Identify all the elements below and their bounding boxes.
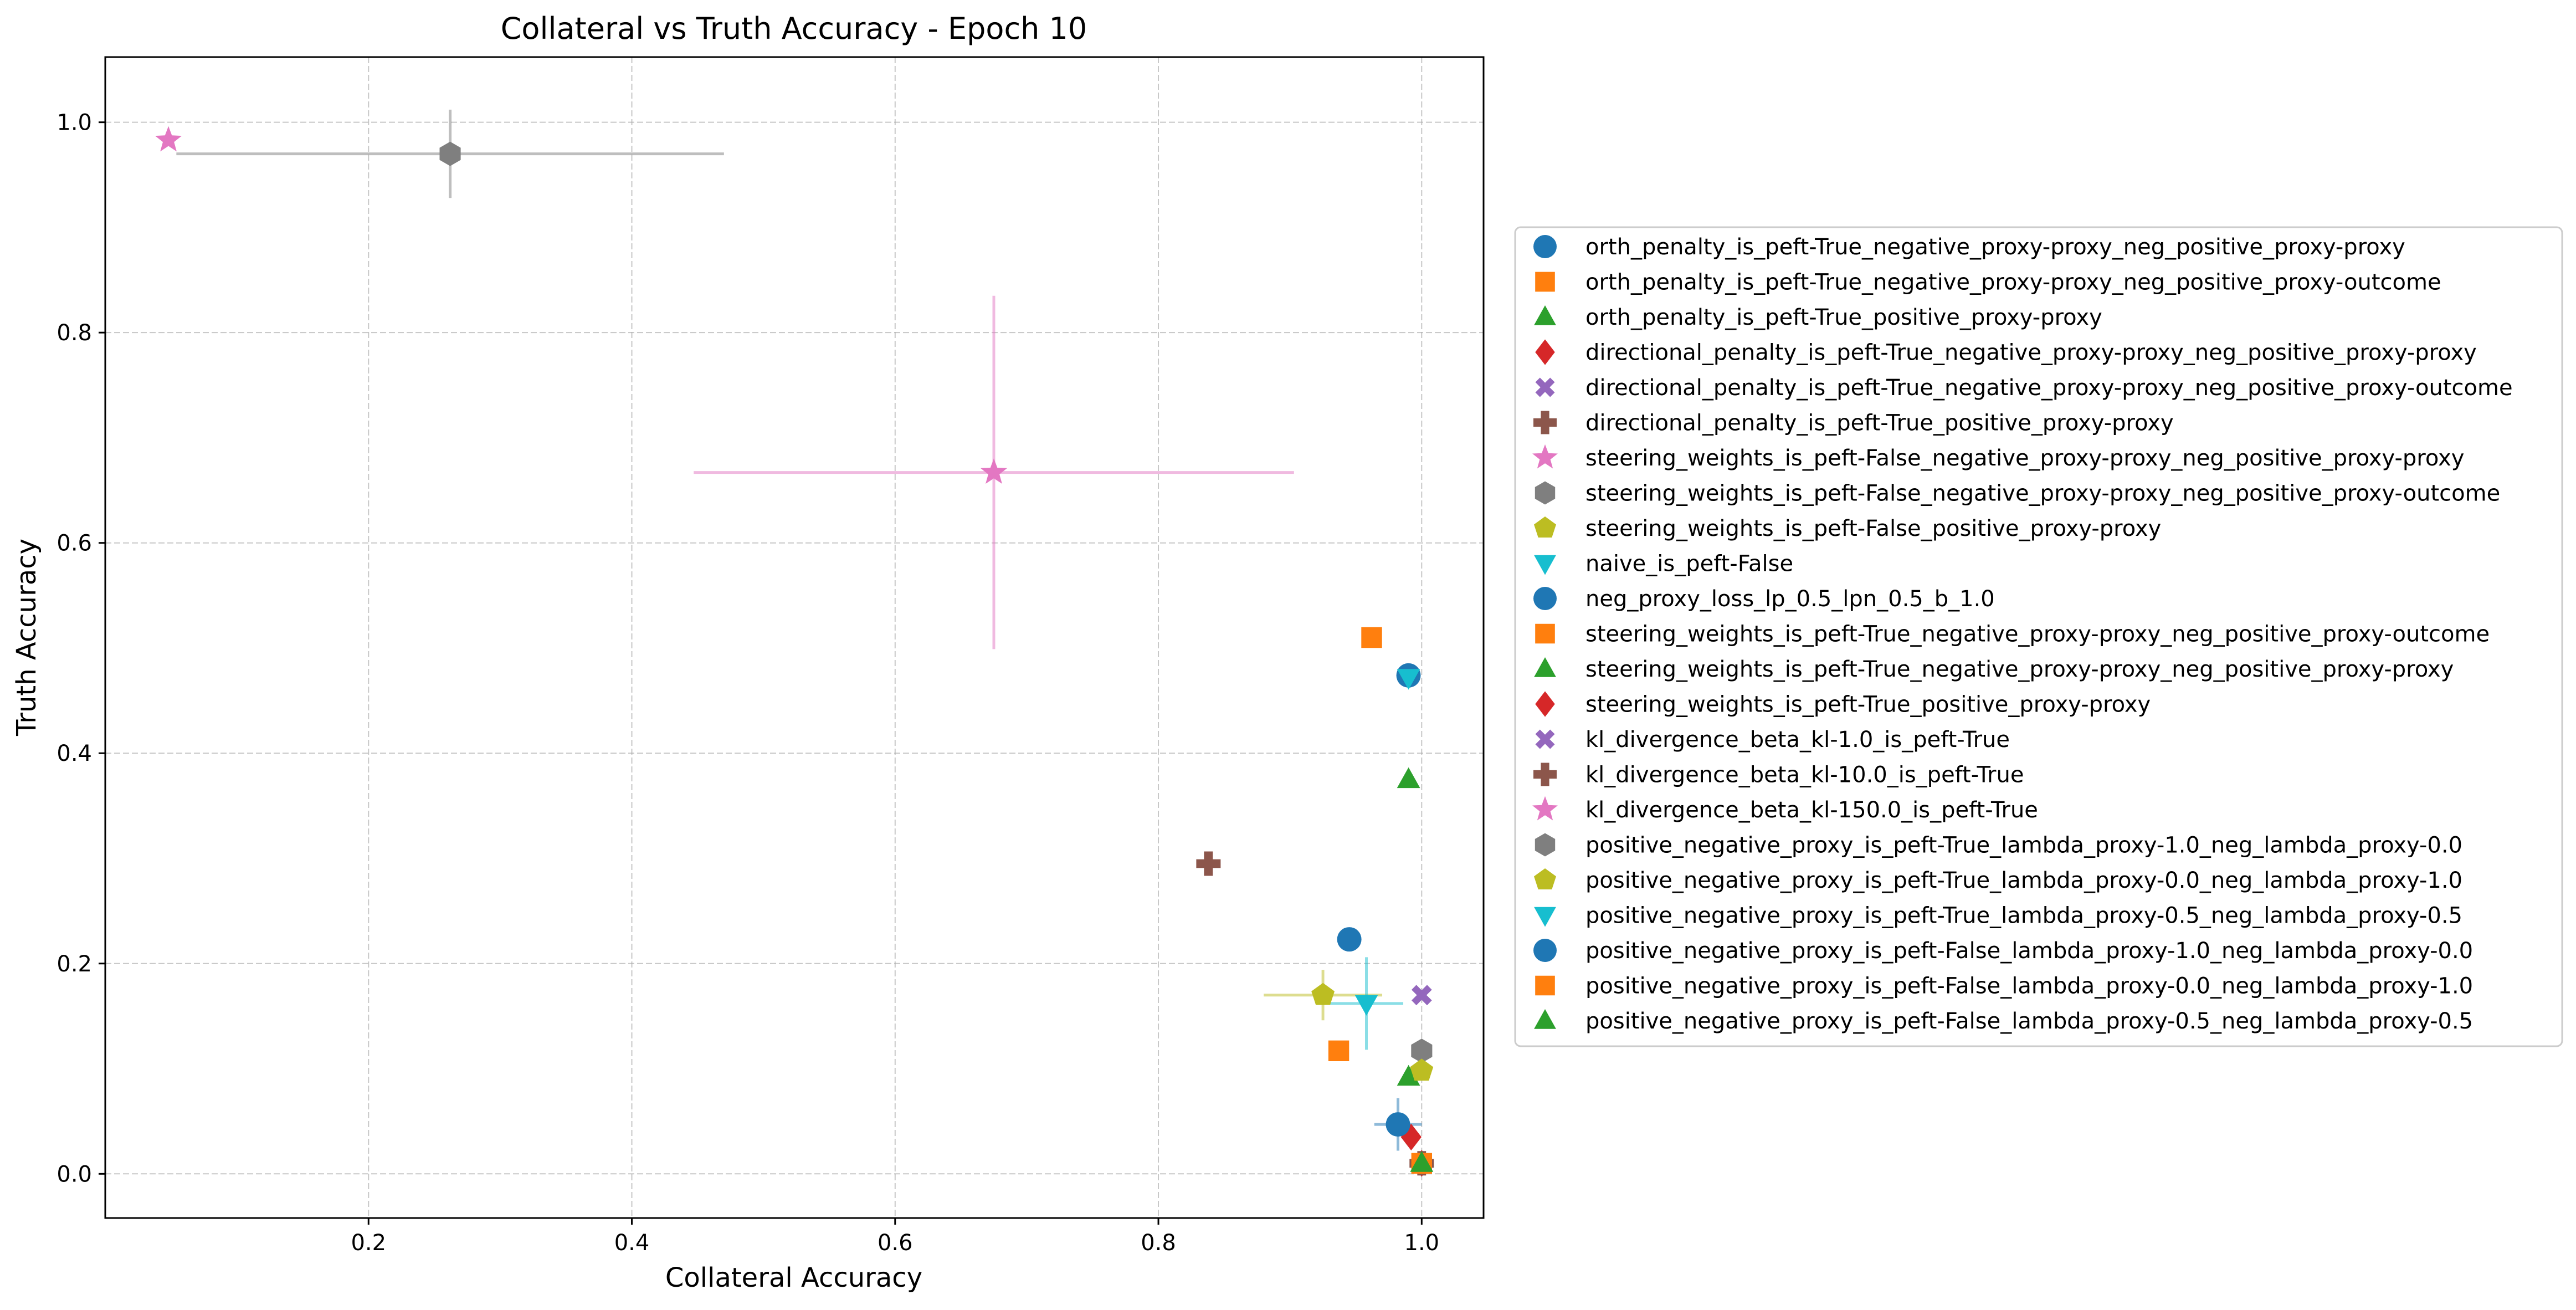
data-point [1196,851,1221,876]
legend-label: steering_weights_is_peft-False_negative_… [1585,446,2464,471]
legend-marker [1535,272,1555,292]
legend-label: neg_proxy_loss_lp_0.5_lpn_0.5_b_1.0 [1585,586,1995,612]
y-axis-label: Truth Accuracy [11,539,42,736]
legend-label: positive_negative_proxy_is_peft-False_la… [1585,938,2473,964]
legend-label: positive_negative_proxy_is_peft-True_lam… [1585,833,2462,858]
legend-label: orth_penalty_is_peft-True_negative_proxy… [1585,270,2441,295]
legend-marker [1535,377,1555,397]
data-point [1361,627,1382,648]
x-tick-label: 0.8 [1141,1230,1176,1256]
legend-frame [1514,226,2563,1047]
legend-label: directional_penalty_is_peft-True_negativ… [1585,375,2513,401]
legend-marker [1535,481,1556,505]
y-tick-label: 0.6 [57,531,92,556]
legend-label: positive_negative_proxy_is_peft-True_lam… [1585,868,2462,893]
legend-label: directional_penalty_is_peft-True_negativ… [1585,340,2477,366]
data-point [1397,1065,1420,1086]
legend-label: kl_divergence_beta_kl-1.0_is_peft-True [1585,727,2010,753]
data-point [1411,1038,1433,1063]
legend-marker [1534,305,1556,325]
y-tick-label: 0.2 [57,951,92,977]
legend-marker [1535,623,1555,644]
x-axis-label: Collateral Accuracy [665,1262,922,1293]
x-tick-label: 0.2 [351,1230,386,1256]
legend: orth_penalty_is_peft-True_negative_proxy… [1514,226,2563,1047]
legend-marker [1534,555,1556,575]
legend-label: orth_penalty_is_peft-True_negative_proxy… [1585,234,2405,260]
legend-marker [1535,975,1555,996]
data-point [1410,1151,1434,1172]
data-point [1354,995,1378,1016]
legend-marker [1534,516,1556,538]
y-tick-label: 0.8 [57,320,92,346]
legend-label: steering_weights_is_peft-False_positive_… [1585,516,2161,541]
data-point [1410,1058,1434,1081]
plot-area-frame [104,56,1485,1219]
legend-items: orth_penalty_is_peft-True_negative_proxy… [1532,234,2513,1034]
x-tick-label: 0.6 [878,1230,913,1256]
grid [105,57,1484,1218]
data-point [980,458,1008,484]
legend-marker [1533,235,1557,258]
data-point [439,141,461,166]
chart-title: Collateral vs Truth Accuracy - Epoch 10 [501,11,1087,46]
legend-label: steering_weights_is_peft-False_negative_… [1585,481,2500,506]
data-point [1311,982,1335,1005]
legend-label: positive_negative_proxy_is_peft-False_la… [1585,974,2473,999]
x-tick-label: 0.4 [614,1230,650,1256]
legend-label: naive_is_peft-False [1585,551,1793,577]
y-tick-label: 0.0 [57,1161,92,1187]
legend-marker [1535,729,1555,749]
legend-label: orth_penalty_is_peft-True_positive_proxy… [1585,305,2102,330]
legend-marker [1532,444,1558,469]
data-point [1328,1040,1349,1061]
data-points [155,126,1434,1177]
y-tick-label: 1.0 [57,110,92,136]
legend-marker [1533,411,1557,434]
data-point [1337,927,1362,952]
data-point [1397,669,1420,690]
legend-label: directional_penalty_is_peft-True_positiv… [1585,411,2174,436]
legend-label: steering_weights_is_peft-True_positive_p… [1585,692,2151,718]
axis-ticks: 0.2 0.4 0.6 0.8 1.0 0.0 0.2 0.4 0.6 0.8 1.0 [57,110,1439,1256]
legend-marker [1535,833,1556,857]
legend-label: kl_divergence_beta_kl-10.0_is_peft-True [1585,763,2024,788]
legend-marker [1535,339,1555,365]
legend-marker [1534,1009,1556,1029]
legend-marker [1534,657,1556,677]
data-point [1386,1112,1410,1137]
data-point [1397,767,1420,789]
x-tick-label: 1.0 [1404,1230,1440,1256]
legend-marker [1534,907,1556,927]
y-tick-label: 0.4 [57,741,92,766]
legend-marker [1533,587,1557,610]
data-point [1412,985,1432,1006]
legend-label: positive_negative_proxy_is_peft-True_lam… [1585,903,2462,929]
legend-label: steering_weights_is_peft-True_negative_p… [1585,657,2454,682]
legend-marker [1533,763,1557,786]
legend-marker [1533,939,1557,962]
legend-label: positive_negative_proxy_is_peft-False_la… [1585,1009,2473,1034]
data-point [155,126,182,152]
legend-label: steering_weights_is_peft-True_negative_p… [1585,622,2490,647]
legend-marker [1532,796,1558,821]
legend-label: kl_divergence_beta_kl-150.0_is_peft-True [1585,797,2038,823]
legend-marker [1535,691,1555,717]
legend-marker [1534,868,1556,889]
